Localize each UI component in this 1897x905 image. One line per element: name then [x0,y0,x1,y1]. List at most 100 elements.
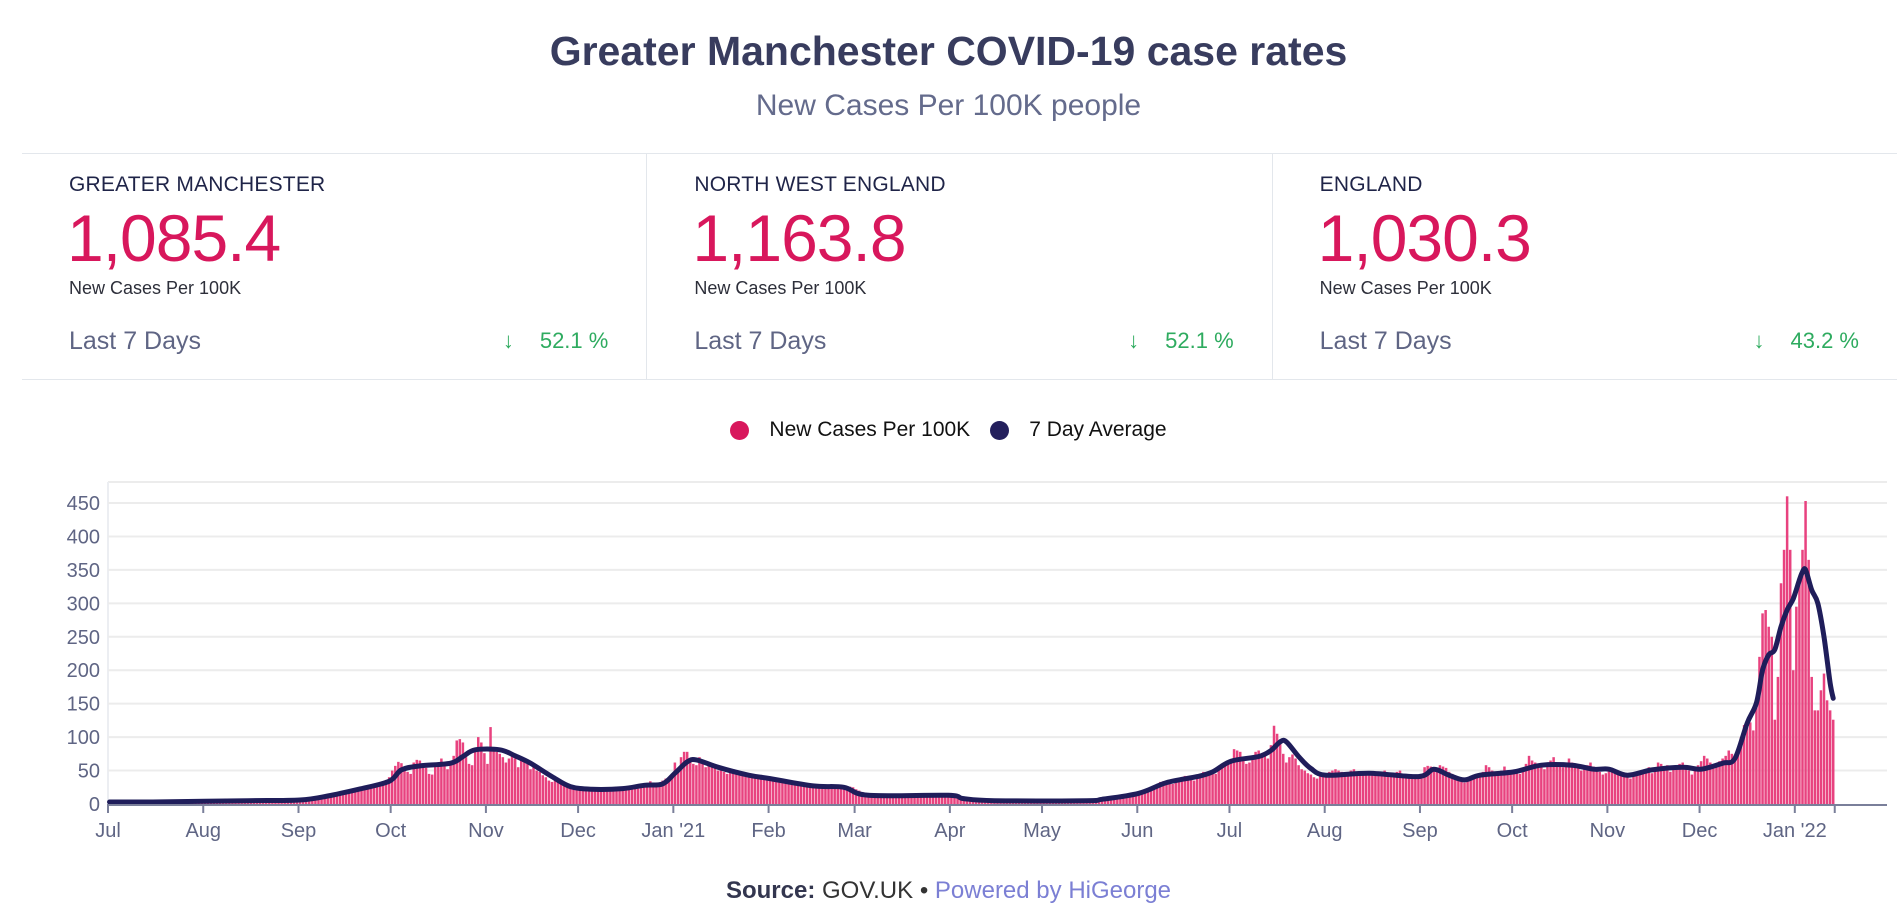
bar [1819,690,1823,804]
bar [477,737,480,804]
arrow-down-icon: ↓ [502,328,514,353]
bar [735,771,738,804]
bar [1106,798,1110,804]
bar [1770,636,1774,804]
bar [1546,763,1549,804]
x-tick-label: Oct [1497,820,1529,842]
bar [618,789,621,804]
bar [1595,769,1598,804]
bar [596,789,600,804]
bar [1561,767,1565,804]
bar [418,760,422,804]
bar [830,786,833,804]
chart-title: Greater Manchester COVID-19 case rates [549,28,1348,74]
bar [1177,778,1181,804]
bar [1291,754,1294,804]
legend-dot-icon [990,420,1010,440]
bar [864,792,867,804]
bar [728,770,732,804]
bar [1383,770,1386,804]
bar [805,783,809,804]
bar [1119,796,1122,804]
bar [667,779,670,804]
bar [516,767,520,804]
bar [768,778,772,804]
bar [1623,774,1626,804]
bar [1533,762,1537,804]
bar [1435,770,1439,804]
bar [1669,771,1672,804]
bar [876,794,879,804]
y-tick-label: 300 [67,593,100,615]
bar [1217,768,1220,804]
x-tick-label: Jan '21 [641,820,705,842]
bar [857,790,861,804]
bar [1472,777,1475,804]
bar [1521,767,1525,804]
x-tick-label: Dec [560,820,596,842]
bar [1764,610,1767,804]
bar [1761,613,1764,804]
bar [323,795,326,804]
bar [1297,765,1300,804]
bar [400,763,403,804]
card-label: NORTH WEST ENGLAND [694,173,946,196]
bar [1116,797,1119,804]
bar [953,796,956,804]
bar [778,781,781,804]
bar [1592,766,1595,804]
bar [854,789,858,804]
bar [664,778,667,804]
bar [384,779,388,804]
bar [885,795,889,804]
bar [1251,755,1254,804]
bar [1174,780,1177,804]
bar [719,769,723,804]
bar [461,742,465,804]
bar [621,788,624,804]
bar [335,794,339,804]
bar [1358,774,1362,804]
legend-item-7-day-average[interactable]: 7 Day Average [990,418,1167,442]
bar [406,771,409,804]
y-tick-label: 400 [67,526,100,548]
bar [483,753,486,804]
bar [944,795,947,804]
bar [375,783,379,804]
x-tick-label: Sep [281,820,317,842]
bar [630,787,634,804]
bar [1226,762,1230,804]
bar [452,755,455,804]
bar [1242,758,1245,804]
bar [507,758,511,804]
bar [676,771,680,804]
bar [1752,730,1755,804]
bar [1156,783,1159,804]
chart-subtitle: New Cases Per 100K people [755,89,1142,122]
bar [765,778,769,804]
bar [1195,774,1199,804]
change-value: 43.2 % [1790,328,1859,353]
bar [347,793,351,804]
arrow-down-icon: ↓ [1753,328,1765,353]
bar [1619,775,1623,804]
bar [1524,763,1528,804]
bar [744,773,747,804]
powered-by-link[interactable]: Powered by HiGeorge [934,877,1172,904]
bar [1647,767,1651,804]
footer: Source: GOV.UK • Powered by HiGeorge [0,877,1897,905]
x-tick-label: Mar [837,820,872,842]
bar [1742,725,1746,804]
bar [1570,762,1574,804]
bar [821,786,824,804]
bar [1564,763,1568,804]
bar [1549,760,1552,804]
bar [1192,780,1196,804]
legend-item-new-cases[interactable]: New Cases Per 100K [730,418,970,442]
bar [1288,757,1291,804]
bar [1199,773,1202,804]
stat-card-england: ENGLAND 1,030.3 New Cases Per 100K Last … [1273,154,1897,379]
bar [387,777,391,804]
bar [750,775,753,804]
bar [609,789,612,804]
